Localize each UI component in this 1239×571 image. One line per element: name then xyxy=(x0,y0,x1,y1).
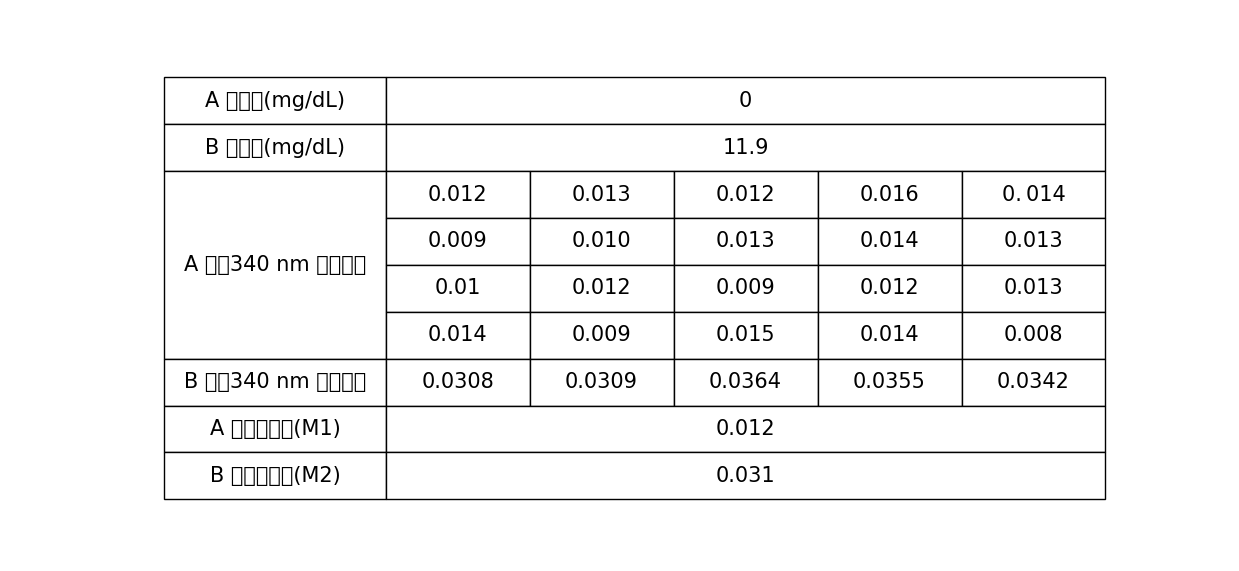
Bar xyxy=(961,218,1105,265)
Text: 0.015: 0.015 xyxy=(716,325,776,345)
Text: 0.013: 0.013 xyxy=(571,184,632,204)
Bar xyxy=(818,265,961,312)
Bar xyxy=(529,359,674,405)
Bar xyxy=(385,452,1105,500)
Bar xyxy=(961,265,1105,312)
Text: 11.9: 11.9 xyxy=(722,138,769,158)
Text: B 点浓度(mg/dL): B 点浓度(mg/dL) xyxy=(204,138,344,158)
Bar xyxy=(529,265,674,312)
Bar xyxy=(674,312,818,359)
Text: 0.013: 0.013 xyxy=(1004,231,1063,251)
Text: 0.016: 0.016 xyxy=(860,184,919,204)
Text: 0.009: 0.009 xyxy=(571,325,632,345)
Text: 0.012: 0.012 xyxy=(427,184,487,204)
Text: 0. 014: 0. 014 xyxy=(1001,184,1066,204)
Bar xyxy=(385,359,529,405)
Bar xyxy=(385,265,529,312)
Text: 0.010: 0.010 xyxy=(571,231,632,251)
Bar xyxy=(961,312,1105,359)
Text: 0.014: 0.014 xyxy=(860,231,919,251)
Text: A 点（340 nm 吸光度）: A 点（340 nm 吸光度） xyxy=(183,255,367,275)
Bar xyxy=(165,77,385,124)
Bar xyxy=(165,171,385,359)
Bar xyxy=(385,405,1105,452)
Bar xyxy=(529,218,674,265)
Bar xyxy=(165,359,385,405)
Text: 0.0364: 0.0364 xyxy=(709,372,782,392)
Text: 0.012: 0.012 xyxy=(860,278,919,299)
Bar xyxy=(818,218,961,265)
Text: B 点发光均値(M2): B 点发光均値(M2) xyxy=(209,466,341,486)
Text: 0.01: 0.01 xyxy=(435,278,481,299)
Text: A 点浓度(mg/dL): A 点浓度(mg/dL) xyxy=(204,91,344,111)
Text: 0.012: 0.012 xyxy=(571,278,632,299)
Text: 0.012: 0.012 xyxy=(716,184,776,204)
Bar xyxy=(961,359,1105,405)
Bar xyxy=(674,218,818,265)
Bar xyxy=(385,218,529,265)
Bar xyxy=(385,124,1105,171)
Bar xyxy=(385,77,1105,124)
Text: B 点（340 nm 吸光度）: B 点（340 nm 吸光度） xyxy=(183,372,367,392)
Bar xyxy=(529,312,674,359)
Bar xyxy=(165,124,385,171)
Bar xyxy=(818,171,961,218)
Bar xyxy=(165,452,385,500)
Bar xyxy=(674,359,818,405)
Text: 0.0355: 0.0355 xyxy=(854,372,926,392)
Text: 0: 0 xyxy=(738,91,752,111)
Text: 0.031: 0.031 xyxy=(716,466,776,486)
Bar xyxy=(818,359,961,405)
Text: 0.009: 0.009 xyxy=(716,278,776,299)
Bar xyxy=(818,312,961,359)
Bar xyxy=(385,312,529,359)
Text: 0.013: 0.013 xyxy=(716,231,776,251)
Bar xyxy=(961,171,1105,218)
Text: 0.009: 0.009 xyxy=(427,231,487,251)
Text: 0.0308: 0.0308 xyxy=(421,372,494,392)
Bar xyxy=(385,171,529,218)
Text: 0.0342: 0.0342 xyxy=(997,372,1070,392)
Text: 0.008: 0.008 xyxy=(1004,325,1063,345)
Text: 0.014: 0.014 xyxy=(860,325,919,345)
Bar xyxy=(674,265,818,312)
Bar xyxy=(529,171,674,218)
Bar xyxy=(165,405,385,452)
Bar xyxy=(674,171,818,218)
Text: 0.012: 0.012 xyxy=(716,419,776,439)
Text: A 点发光均値(M1): A 点发光均値(M1) xyxy=(209,419,341,439)
Text: 0.0309: 0.0309 xyxy=(565,372,638,392)
Text: 0.013: 0.013 xyxy=(1004,278,1063,299)
Text: 0.014: 0.014 xyxy=(427,325,487,345)
